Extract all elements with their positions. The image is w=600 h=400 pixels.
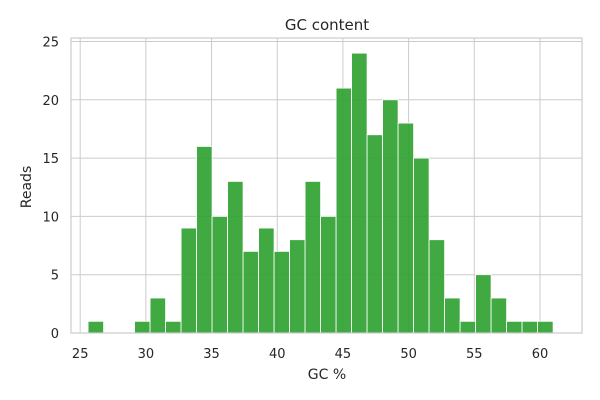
histogram-bar — [196, 146, 213, 334]
histogram-bar — [397, 122, 414, 334]
y-tick-label: 5 — [51, 269, 59, 284]
histogram-bar — [521, 320, 538, 334]
histogram-bar — [413, 157, 430, 334]
histogram-bar — [335, 87, 352, 334]
x-tick-label: 35 — [203, 347, 220, 362]
histogram-bar — [490, 297, 507, 334]
histogram-bar — [258, 227, 275, 334]
x-tick-label: 50 — [400, 347, 417, 362]
histogram-bar — [304, 181, 321, 334]
histogram-bar — [475, 274, 492, 334]
x-tick-label: 45 — [335, 347, 352, 362]
x-axis-label: GC % — [308, 367, 346, 383]
histogram-bar — [366, 134, 383, 334]
y-tick-label: 15 — [42, 152, 59, 167]
plot-frame — [70, 37, 583, 334]
x-tick-label: 30 — [138, 347, 155, 362]
histogram-bar — [444, 297, 461, 334]
histogram-bar — [506, 320, 523, 334]
histogram-bar — [134, 320, 151, 334]
histogram-bar — [165, 320, 182, 334]
histogram-bar — [351, 52, 368, 334]
y-tick-label: 0 — [51, 327, 59, 342]
x-tick-label: 25 — [72, 347, 89, 362]
histogram-bar — [273, 250, 290, 334]
chart-title: GC content — [285, 16, 369, 34]
histogram-bar — [180, 227, 197, 334]
histogram-bar — [87, 320, 104, 334]
x-tick-label: 60 — [532, 347, 549, 362]
y-axis-label: Reads — [19, 166, 35, 208]
histogram-bar — [320, 215, 337, 334]
histogram-bar — [382, 99, 399, 334]
y-axis-ticks: 0 5 10 15 20 25 — [42, 35, 59, 342]
histogram-bar — [227, 181, 244, 334]
x-tick-label: 55 — [466, 347, 483, 362]
histogram-bar — [537, 320, 554, 334]
histogram-bars — [87, 52, 554, 334]
histogram-bar — [428, 239, 445, 334]
histogram-bar — [289, 239, 306, 334]
x-axis-ticks: 25 30 35 40 45 50 55 60 — [72, 347, 548, 362]
x-tick-label: 40 — [269, 347, 286, 362]
histogram-bar — [242, 250, 259, 334]
y-tick-label: 25 — [42, 35, 59, 50]
histogram-bar — [211, 215, 228, 334]
y-tick-label: 10 — [42, 210, 59, 225]
histogram-bar — [149, 297, 166, 334]
histogram-bar — [459, 320, 476, 334]
y-tick-label: 20 — [42, 94, 59, 109]
